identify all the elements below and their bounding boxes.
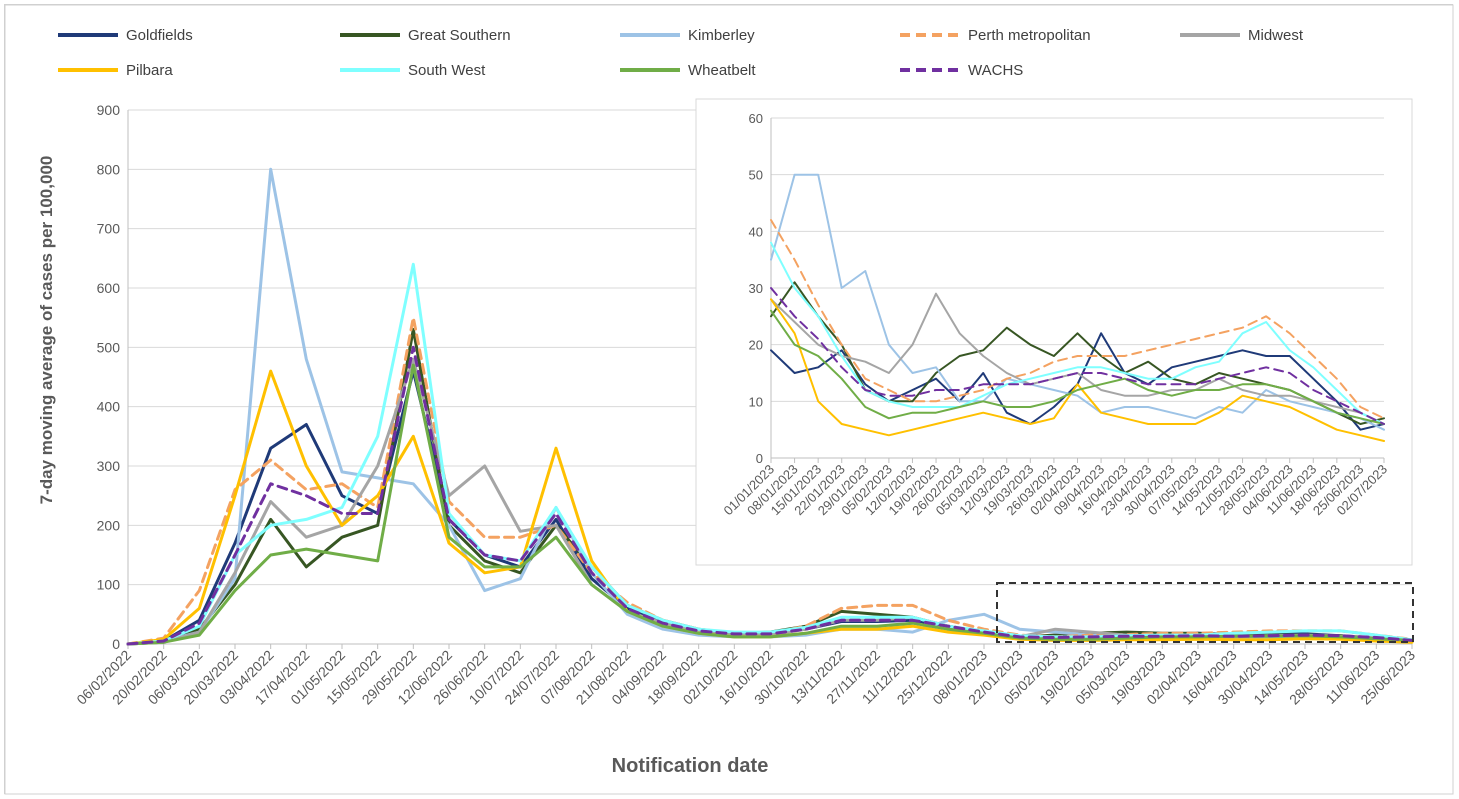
y-tick-label: 100	[97, 577, 121, 593]
legend-label: Pilbara	[126, 62, 173, 79]
y-tick-label: 10	[749, 394, 763, 409]
legend-item-great-southern: Great Southern	[340, 27, 511, 44]
legend-label: Goldfields	[126, 27, 193, 44]
legend: Goldfields Great Southern Kimberley Perth m…	[58, 27, 1304, 79]
y-tick-label: 300	[97, 458, 121, 474]
x-axis-title: Notification date	[612, 755, 769, 777]
inset-series-lines	[770, 173, 1385, 442]
series-line-south-west	[770, 241, 1385, 425]
y-tick-label: 800	[97, 161, 121, 177]
y-tick-label: 40	[749, 224, 763, 239]
legend-label: WACHS	[968, 62, 1023, 79]
legend-label: Wheatbelt	[688, 62, 756, 79]
legend-item-south-west: South West	[340, 62, 486, 79]
legend-item-wheatbelt: Wheatbelt	[620, 62, 756, 79]
series-line-wheatbelt	[770, 309, 1385, 425]
y-tick-label: 900	[97, 102, 121, 118]
legend-item-perth-metropolitan: Perth metropolitan	[900, 27, 1091, 44]
series-line-pilbara	[770, 298, 1385, 442]
y-tick-label: 0	[756, 451, 763, 466]
inset-x-tick-labels: 01/01/202308/01/202315/01/202322/01/2023…	[720, 462, 1390, 519]
main-y-tick-labels: 0 100 200 300 400 500 600 700 800 900	[97, 102, 121, 652]
legend-item-pilbara: Pilbara	[58, 62, 173, 79]
y-tick-label: 400	[97, 399, 121, 415]
legend-label: South West	[408, 62, 486, 79]
zoom-region-box	[996, 582, 1414, 643]
legend-label: Perth metropolitan	[968, 27, 1091, 44]
y-axis-title: 7-day moving average of cases per 100,00…	[37, 156, 56, 505]
legend-item-kimberley: Kimberley	[620, 27, 755, 44]
y-tick-label: 0	[112, 636, 120, 652]
y-tick-label: 600	[97, 280, 121, 296]
y-tick-label: 200	[97, 517, 121, 533]
y-tick-label: 50	[749, 168, 763, 183]
series-line-kimberley	[770, 173, 1385, 431]
series-line-wachs	[770, 287, 1385, 425]
legend-label: Midwest	[1248, 27, 1304, 44]
y-tick-label: 700	[97, 221, 121, 237]
y-tick-label: 30	[749, 281, 763, 296]
series-line-wachs	[126, 345, 1414, 646]
legend-item-midwest: Midwest	[1180, 27, 1304, 44]
legend-label: Great Southern	[408, 27, 511, 44]
legend-label: Kimberley	[688, 27, 755, 44]
inset-chart-background	[695, 98, 1413, 566]
main-series-lines	[126, 167, 1414, 646]
y-tick-label: 20	[749, 338, 763, 353]
inset-y-tick-labels: 0 10 20 30 40 50 60	[749, 111, 763, 466]
legend-item-wachs: WACHS	[900, 62, 1023, 79]
y-tick-label: 60	[749, 111, 763, 126]
series-line-perth-metropolitan	[770, 219, 1385, 420]
y-tick-label: 500	[97, 339, 121, 355]
legend-item-goldfields: Goldfields	[58, 27, 193, 44]
